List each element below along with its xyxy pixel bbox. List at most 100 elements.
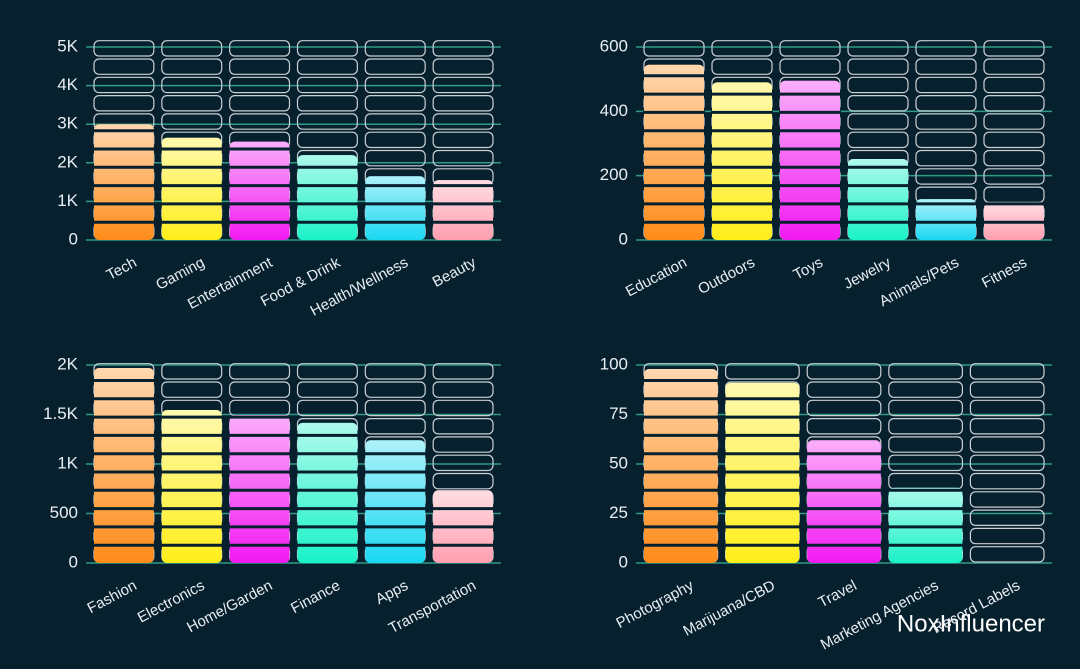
y-tick-label: 0: [69, 552, 78, 571]
slot: [915, 94, 977, 112]
y-tick-label: 600: [600, 36, 628, 55]
x-tick-label: Travel: [815, 577, 859, 611]
slot: [296, 363, 358, 380]
slot: [93, 58, 155, 75]
y-tick-label: 2K: [57, 152, 78, 171]
x-tick-label: Apps: [373, 577, 411, 608]
slot: [161, 381, 223, 398]
slot: [983, 168, 1045, 185]
bar-shade: [365, 176, 426, 240]
slot: [915, 113, 977, 130]
slot: [711, 58, 773, 75]
slot: [432, 131, 494, 149]
slot: [432, 436, 494, 453]
slot: [888, 399, 963, 417]
slot: [969, 546, 1045, 563]
bar-shade: [94, 367, 154, 563]
slot: [983, 113, 1045, 130]
x-tick-label: Jewelry: [841, 254, 894, 293]
x-tick-label: Beauty: [430, 254, 480, 291]
y-tick-label: 500: [50, 503, 78, 522]
slot: [364, 363, 426, 380]
slot: [432, 113, 494, 130]
slot: [296, 94, 358, 112]
slot: [969, 472, 1045, 490]
slot: [161, 113, 223, 130]
slot: [432, 58, 494, 75]
slot: [969, 418, 1045, 435]
y-tick-label: 0: [69, 229, 78, 248]
y-tick-label: 200: [600, 165, 628, 184]
slot: [969, 436, 1045, 453]
y-tick-label: 75: [609, 404, 628, 423]
slot: [296, 381, 358, 398]
y-tick-label: 5K: [57, 36, 78, 55]
slot: [888, 363, 963, 380]
slot: [364, 149, 426, 167]
slot: [983, 40, 1045, 57]
x-tick-label: Marijuana/CBD: [680, 577, 778, 640]
slot: [779, 58, 841, 75]
slot: [229, 399, 291, 417]
slot: [432, 399, 494, 417]
slot: [969, 527, 1045, 545]
x-tick-label: Fitness: [979, 254, 1030, 292]
slot: [229, 40, 291, 57]
slot: [806, 363, 882, 380]
slot: [969, 491, 1045, 508]
y-tick-label: 0: [619, 552, 628, 571]
y-tick-label: 1K: [57, 191, 78, 210]
slot: [969, 509, 1045, 527]
slot: [432, 363, 494, 380]
slot: [888, 454, 963, 472]
slot: [93, 76, 155, 94]
slot: [915, 58, 977, 75]
slot: [364, 399, 426, 417]
slot: [93, 94, 155, 112]
x-tick-label: Outdoors: [695, 254, 757, 298]
slot: [847, 76, 909, 94]
slot: [983, 186, 1045, 204]
slot: [364, 381, 426, 398]
slot: [983, 94, 1045, 112]
slot: [915, 149, 977, 167]
slot: [888, 381, 963, 398]
slot: [969, 399, 1045, 417]
slot: [161, 58, 223, 75]
slot: [847, 94, 909, 112]
slot: [364, 40, 426, 57]
slot: [888, 472, 963, 490]
slot: [432, 40, 494, 57]
slot: [432, 418, 494, 435]
bar-shade: [712, 82, 772, 240]
slot: [161, 363, 223, 380]
bar-shade: [848, 158, 908, 240]
x-tick-label: Tech: [104, 254, 140, 284]
slot: [847, 131, 909, 149]
y-tick-label: 1K: [57, 453, 78, 472]
slot: [229, 76, 291, 94]
slot: [847, 58, 909, 75]
slot: [229, 94, 291, 112]
slot: [296, 58, 358, 75]
slot: [711, 40, 773, 57]
y-tick-label: 0: [619, 229, 628, 248]
slot: [364, 76, 426, 94]
slot: [432, 381, 494, 398]
slot: [915, 40, 977, 57]
slot: [643, 40, 705, 57]
slot: [364, 94, 426, 112]
slot: [161, 76, 223, 94]
slot: [779, 40, 841, 57]
slot: [806, 381, 882, 398]
slot: [915, 131, 977, 149]
bar-shade: [161, 410, 222, 563]
slot: [432, 76, 494, 94]
slot: [161, 94, 223, 112]
slot: [888, 418, 963, 435]
x-tick-label: Gaming: [153, 254, 207, 294]
bar-shade: [780, 80, 840, 241]
slot: [983, 131, 1045, 149]
slot: [296, 76, 358, 94]
